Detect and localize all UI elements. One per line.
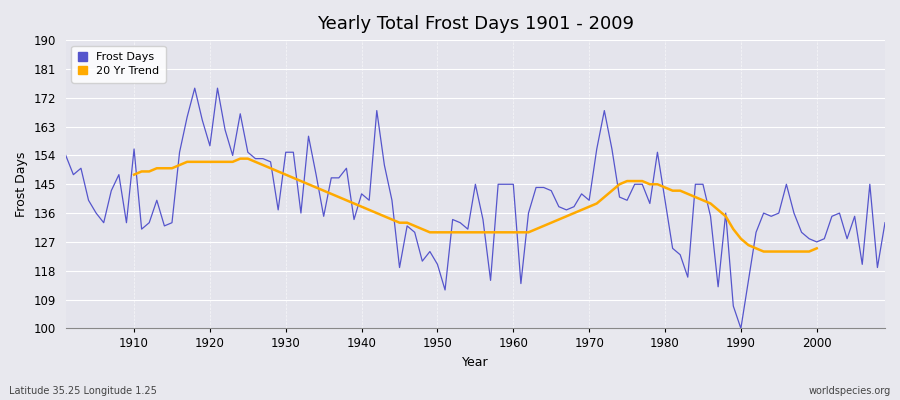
Y-axis label: Frost Days: Frost Days bbox=[15, 152, 28, 217]
Legend: Frost Days, 20 Yr Trend: Frost Days, 20 Yr Trend bbox=[71, 46, 166, 82]
Title: Yearly Total Frost Days 1901 - 2009: Yearly Total Frost Days 1901 - 2009 bbox=[317, 15, 634, 33]
X-axis label: Year: Year bbox=[462, 356, 489, 369]
Text: worldspecies.org: worldspecies.org bbox=[809, 386, 891, 396]
Text: Latitude 35.25 Longitude 1.25: Latitude 35.25 Longitude 1.25 bbox=[9, 386, 157, 396]
